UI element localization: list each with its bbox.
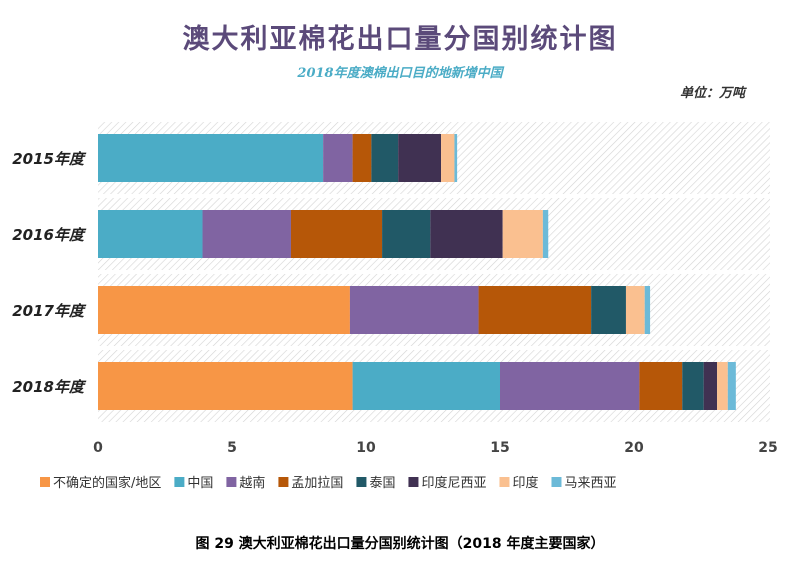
legend-label: 印度 <box>512 475 538 491</box>
category-label: 2015年度 <box>12 150 87 168</box>
category-labels: 2015年度 2016年度 2017年度 2018年度 <box>12 150 87 396</box>
x-tick-labels: 0 5 10 15 20 25 <box>93 440 778 456</box>
legend: 不确定的国家/地区 中国 越南 孟加拉国 泰国 印度尼西亚 印度 马来西亚 <box>40 475 617 491</box>
legend-swatch <box>226 477 237 487</box>
legend-label: 马来西亚 <box>564 476 616 491</box>
category-label: 2017年度 <box>12 302 87 320</box>
bar-segment <box>290 210 383 258</box>
unit-label: 单位：万吨 <box>680 85 747 101</box>
legend-label: 泰国 <box>369 476 395 491</box>
bar-segment <box>644 286 651 334</box>
legend-swatch <box>278 477 289 487</box>
bar-segment <box>441 134 455 182</box>
bars <box>98 134 736 410</box>
bar-segment <box>98 210 203 258</box>
legend-swatch <box>40 477 50 487</box>
x-tick-label: 0 <box>93 440 103 456</box>
category-label: 2016年度 <box>12 226 87 244</box>
bar-segment <box>202 210 291 258</box>
legend-label: 印度尼西亚 <box>421 475 486 491</box>
bar-segment <box>98 286 350 334</box>
bar-segment <box>371 134 399 182</box>
legend-label: 孟加拉国 <box>291 476 343 491</box>
bar-segment <box>382 210 431 258</box>
bar-segment <box>430 210 503 258</box>
bar-segment <box>349 286 479 334</box>
x-tick-label: 20 <box>624 440 644 456</box>
x-tick-label: 25 <box>758 440 777 456</box>
bar-segment <box>717 362 728 410</box>
bar-segment <box>639 362 683 410</box>
x-tick-label: 5 <box>227 440 237 456</box>
legend-swatch <box>551 477 562 487</box>
bar-segment <box>625 286 645 334</box>
bar-segment <box>98 134 324 182</box>
bar-segment <box>500 362 640 410</box>
bar-segment <box>591 286 626 334</box>
legend-swatch <box>356 477 367 487</box>
x-tick-label: 15 <box>490 440 509 456</box>
bar-segment <box>98 362 353 410</box>
bar-segment <box>502 210 543 258</box>
legend-label: 越南 <box>239 475 265 491</box>
bar-segment <box>352 134 372 182</box>
chart-title: 澳大利亚棉花出口量分国别统计图 <box>183 23 618 55</box>
bar-segment <box>454 134 458 182</box>
x-tick-label: 10 <box>356 440 376 456</box>
bar-segment <box>703 362 718 410</box>
chart-subtitle: 2018年度澳棉出口目的地新增中国 <box>296 65 504 81</box>
legend-swatch <box>408 477 419 487</box>
bar-segment <box>352 362 500 410</box>
bar-segment <box>478 286 592 334</box>
figure-caption: 图 29 澳大利亚棉花出口量分国别统计图（2018 年度主要国家） <box>195 535 604 552</box>
category-label: 2018年度 <box>12 378 87 396</box>
legend-label: 中国 <box>187 476 213 491</box>
bar-segment <box>323 134 353 182</box>
legend-swatch <box>174 477 185 487</box>
bar-segment <box>542 210 549 258</box>
legend-swatch <box>499 477 510 487</box>
bar-segment <box>727 362 736 410</box>
legend-label: 不确定的国家/地区 <box>53 475 161 491</box>
bar-segment <box>682 362 704 410</box>
bar-segment <box>398 134 442 182</box>
